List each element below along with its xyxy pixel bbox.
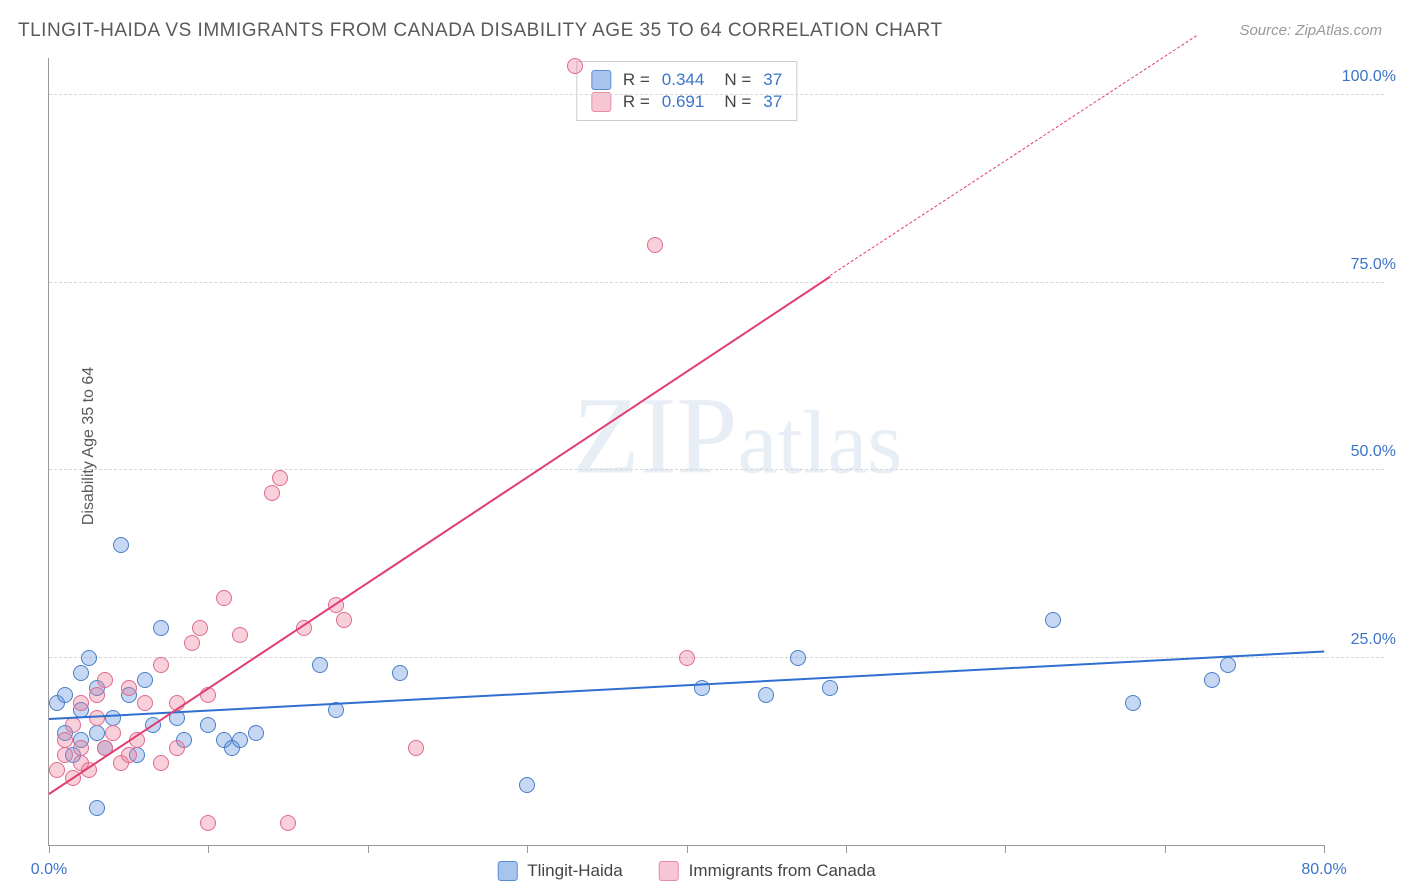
data-point: [73, 695, 89, 711]
x-tick: [687, 845, 688, 853]
watermark-text: ZIPatlas: [573, 372, 903, 499]
data-point: [97, 672, 113, 688]
data-point: [232, 627, 248, 643]
source-attribution: Source: ZipAtlas.com: [1239, 22, 1382, 39]
data-point: [336, 612, 352, 628]
data-point: [137, 695, 153, 711]
legend-swatch: [659, 861, 679, 881]
data-point: [519, 777, 535, 793]
data-point: [264, 485, 280, 501]
data-point: [65, 717, 81, 733]
data-point: [790, 650, 806, 666]
data-point: [192, 620, 208, 636]
data-point: [567, 58, 583, 74]
data-point: [89, 687, 105, 703]
legend-swatch: [497, 861, 517, 881]
x-tick: [368, 845, 369, 853]
legend-label: Immigrants from Canada: [689, 861, 876, 881]
plot-area: ZIPatlas R =0.344N =37R =0.691N =37 Tlin…: [48, 58, 1324, 846]
gridline: [49, 282, 1384, 283]
data-point: [1204, 672, 1220, 688]
x-tick: [527, 845, 528, 853]
x-tick-label: 0.0%: [31, 861, 67, 879]
x-tick: [1324, 845, 1325, 853]
gridline: [49, 94, 1384, 95]
legend-row: R = 0.344 N = 37: [591, 70, 782, 90]
data-point: [392, 665, 408, 681]
data-point: [272, 470, 288, 486]
data-point: [57, 732, 73, 748]
data-point: [153, 755, 169, 771]
trend-line: [48, 276, 830, 795]
data-point: [1125, 695, 1141, 711]
data-point: [73, 665, 89, 681]
y-tick-label: 25.0%: [1351, 631, 1396, 649]
data-point: [184, 635, 200, 651]
y-tick-label: 50.0%: [1351, 443, 1396, 461]
legend-item: Immigrants from Canada: [659, 861, 876, 881]
trend-line: [830, 36, 1197, 277]
legend-r-value: 0.344: [662, 70, 705, 90]
gridline: [49, 469, 1384, 470]
data-point: [1045, 612, 1061, 628]
data-point: [137, 672, 153, 688]
legend-n-label: N =: [724, 70, 751, 90]
chart-title: TLINGIT-HAIDA VS IMMIGRANTS FROM CANADA …: [18, 20, 943, 42]
data-point: [200, 717, 216, 733]
data-point: [312, 657, 328, 673]
data-point: [153, 657, 169, 673]
data-point: [73, 740, 89, 756]
legend-swatch: [591, 70, 611, 90]
data-point: [113, 537, 129, 553]
data-point: [81, 650, 97, 666]
data-point: [758, 687, 774, 703]
data-point: [169, 740, 185, 756]
data-point: [57, 747, 73, 763]
legend-r-label: R =: [623, 70, 650, 90]
data-point: [280, 815, 296, 831]
data-point: [89, 800, 105, 816]
legend-label: Tlingit-Haida: [527, 861, 622, 881]
data-point: [822, 680, 838, 696]
data-point: [105, 710, 121, 726]
correlation-chart: TLINGIT-HAIDA VS IMMIGRANTS FROM CANADA …: [0, 0, 1406, 892]
data-point: [49, 762, 65, 778]
legend-item: Tlingit-Haida: [497, 861, 622, 881]
data-point: [679, 650, 695, 666]
data-point: [121, 680, 137, 696]
x-tick-label: 80.0%: [1301, 861, 1346, 879]
data-point: [232, 732, 248, 748]
data-point: [216, 590, 232, 606]
x-tick: [208, 845, 209, 853]
data-point: [121, 747, 137, 763]
data-point: [200, 815, 216, 831]
x-tick: [49, 845, 50, 853]
legend-n-value: 37: [763, 70, 782, 90]
series-legend: Tlingit-Haida Immigrants from Canada: [497, 861, 876, 881]
data-point: [153, 620, 169, 636]
data-point: [248, 725, 264, 741]
data-point: [1220, 657, 1236, 673]
y-tick-label: 75.0%: [1351, 256, 1396, 274]
data-point: [694, 680, 710, 696]
data-point: [57, 687, 73, 703]
correlation-legend: R =0.344N =37R =0.691N =37: [576, 61, 797, 121]
data-point: [647, 237, 663, 253]
x-tick: [1165, 845, 1166, 853]
x-tick: [1005, 845, 1006, 853]
data-point: [105, 725, 121, 741]
data-point: [408, 740, 424, 756]
data-point: [89, 725, 105, 741]
x-tick: [846, 845, 847, 853]
y-tick-label: 100.0%: [1342, 68, 1396, 86]
